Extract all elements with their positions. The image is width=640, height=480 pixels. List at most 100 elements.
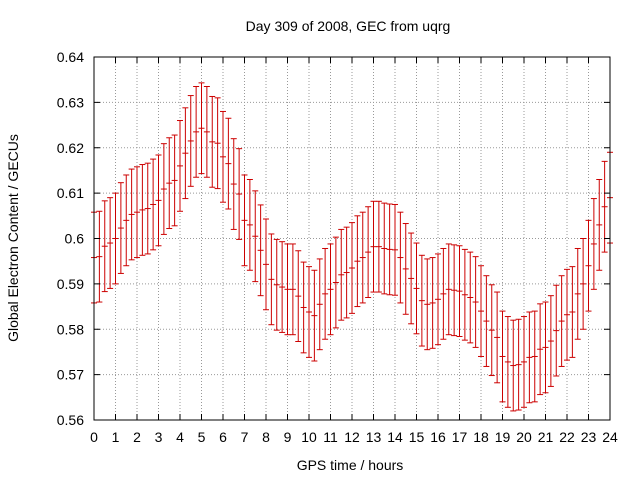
- error-bar: [203, 85, 210, 178]
- error-bar: [461, 248, 468, 341]
- error-bar: [402, 223, 409, 315]
- error-bar: [370, 200, 377, 293]
- error-bar: [112, 192, 119, 285]
- error-bar: [101, 200, 108, 293]
- error-bar: [381, 202, 388, 295]
- x-tick-label: 1: [112, 429, 120, 445]
- error-bar: [316, 258, 323, 351]
- error-bar: [128, 168, 135, 261]
- error-bar: [177, 120, 183, 212]
- x-axis-label: GPS time / hours: [297, 457, 404, 473]
- error-bar: [289, 243, 296, 336]
- error-bar: [263, 218, 269, 311]
- error-bar: [413, 242, 420, 335]
- chart-title: Day 309 of 2008, GEC from uqrg: [246, 18, 451, 34]
- error-bar: [526, 311, 533, 404]
- error-bar: [306, 266, 312, 358]
- x-tick-label: 23: [581, 429, 597, 445]
- error-bar: [435, 253, 441, 346]
- error-bar: [375, 200, 382, 293]
- error-bar: [343, 226, 350, 319]
- error-bar: [214, 97, 221, 190]
- x-tick-label: 6: [219, 429, 227, 445]
- error-bar: [510, 319, 517, 412]
- y-tick-label: 0.59: [57, 276, 84, 292]
- error-bar: [478, 265, 484, 357]
- error-bar: [198, 82, 205, 175]
- error-bar: [236, 148, 243, 240]
- x-tick-label: 4: [176, 429, 184, 445]
- error-bar: [268, 233, 275, 326]
- error-bar: [123, 174, 130, 267]
- error-bar: [139, 164, 146, 256]
- error-bar: [96, 210, 103, 303]
- error-bar: [483, 275, 490, 367]
- error-bar: [547, 295, 554, 387]
- error-bar: [601, 160, 608, 253]
- x-tick-label: 3: [155, 429, 163, 445]
- error-bar: [144, 162, 151, 255]
- error-bar: [580, 238, 587, 330]
- x-tick-label: 8: [262, 429, 270, 445]
- error-bar: [397, 211, 404, 304]
- error-bar: [134, 166, 140, 259]
- y-tick-label: 0.6: [65, 231, 85, 247]
- x-tick-label: 9: [284, 429, 292, 445]
- error-bar: [160, 143, 167, 235]
- y-tick-label: 0.58: [57, 321, 84, 337]
- error-bar: [230, 138, 237, 230]
- error-bar: [311, 269, 318, 362]
- y-axis-label: Global Electron Content / GECUs: [5, 134, 21, 342]
- x-tick-label: 14: [387, 429, 403, 445]
- error-bar: [300, 261, 307, 354]
- error-bar: [349, 222, 355, 314]
- error-bar: [585, 219, 592, 312]
- x-tick-label: 0: [90, 429, 98, 445]
- error-bar: [537, 303, 544, 396]
- error-bar: [424, 258, 431, 351]
- error-bar: [171, 134, 178, 227]
- error-bar: [392, 203, 398, 296]
- error-bar: [354, 215, 361, 308]
- error-bar: [440, 247, 447, 340]
- error-bar: [273, 238, 280, 331]
- error-bar: [241, 174, 248, 267]
- x-tick-label: 13: [366, 429, 382, 445]
- error-bar: [472, 256, 479, 348]
- x-tick-label: 2: [133, 429, 141, 445]
- error-bar: [429, 257, 436, 349]
- tick-layer: 0 1 2 3 4 5 6 7 8 9 10 11 12 13 14 15 16 17 18 19 20 21 22 23 24…: [57, 49, 618, 445]
- x-tick-label: 17: [452, 429, 468, 445]
- error-bar: [295, 250, 302, 343]
- x-tick-label: 16: [430, 429, 446, 445]
- error-bar: [456, 245, 463, 338]
- x-tick-label: 24: [602, 429, 618, 445]
- y-tick-label: 0.63: [57, 94, 84, 110]
- error-bar: [488, 284, 495, 377]
- error-bar: [209, 95, 216, 188]
- error-bar: [257, 204, 264, 297]
- x-tick-label: 10: [301, 429, 317, 445]
- error-bar: [467, 251, 474, 344]
- x-tick-label: 21: [538, 429, 554, 445]
- error-bar: [322, 247, 329, 340]
- error-bar: [187, 95, 194, 187]
- error-bar: [220, 110, 226, 203]
- y-tick-label: 0.64: [57, 49, 84, 65]
- x-tick-label: 20: [516, 429, 532, 445]
- y-tick-label: 0.62: [57, 140, 84, 156]
- error-bar: [418, 254, 425, 347]
- error-bar: [574, 247, 581, 340]
- error-bar: [182, 107, 189, 200]
- error-bar: [327, 243, 334, 336]
- x-tick-label: 18: [473, 429, 489, 445]
- error-bar: [408, 232, 415, 325]
- error-bar: [279, 241, 286, 333]
- error-bar: [564, 268, 570, 361]
- x-tick-label: 15: [409, 429, 425, 445]
- error-bar: [531, 310, 538, 403]
- error-bar: [117, 182, 124, 274]
- error-bar: [569, 266, 576, 358]
